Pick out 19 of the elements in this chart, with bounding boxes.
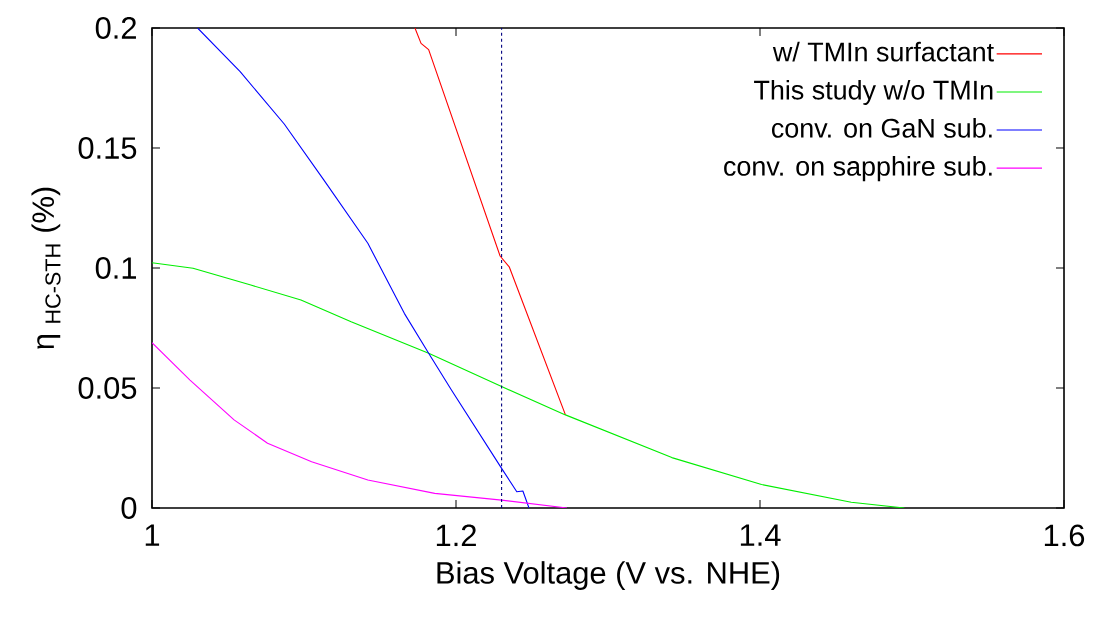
legend-label: w/ TMIn surfactant xyxy=(772,41,994,62)
line-series xyxy=(414,28,566,416)
line-series xyxy=(197,28,530,508)
y-tick-label: 0.05 xyxy=(78,377,137,399)
y-tick-label: 0 xyxy=(121,497,137,519)
y-tick-label: 0.15 xyxy=(78,137,137,159)
x-tick-label: 1.6 xyxy=(1044,524,1085,547)
y-axis-title: η $_{HC-STH}$ (%) xyxy=(31,187,61,349)
line-series xyxy=(152,342,568,508)
x-tick-label: 1.4 xyxy=(740,524,781,546)
legend-label: This study w/o TMIn xyxy=(754,79,993,105)
x-axis-title: Bias Voltage (V vs. NHE) xyxy=(437,561,780,590)
line-series xyxy=(152,262,905,508)
legend-label: conv. on GaN sub. xyxy=(771,117,992,138)
y-tick-label: 0.1 xyxy=(95,257,136,279)
legend-label: conv. on sapphire sub. xyxy=(724,156,992,182)
x-tick-label: 1.2 xyxy=(436,524,476,547)
y-tick-label: 0.2 xyxy=(95,17,136,39)
x-tick-label: 1 xyxy=(145,524,160,546)
